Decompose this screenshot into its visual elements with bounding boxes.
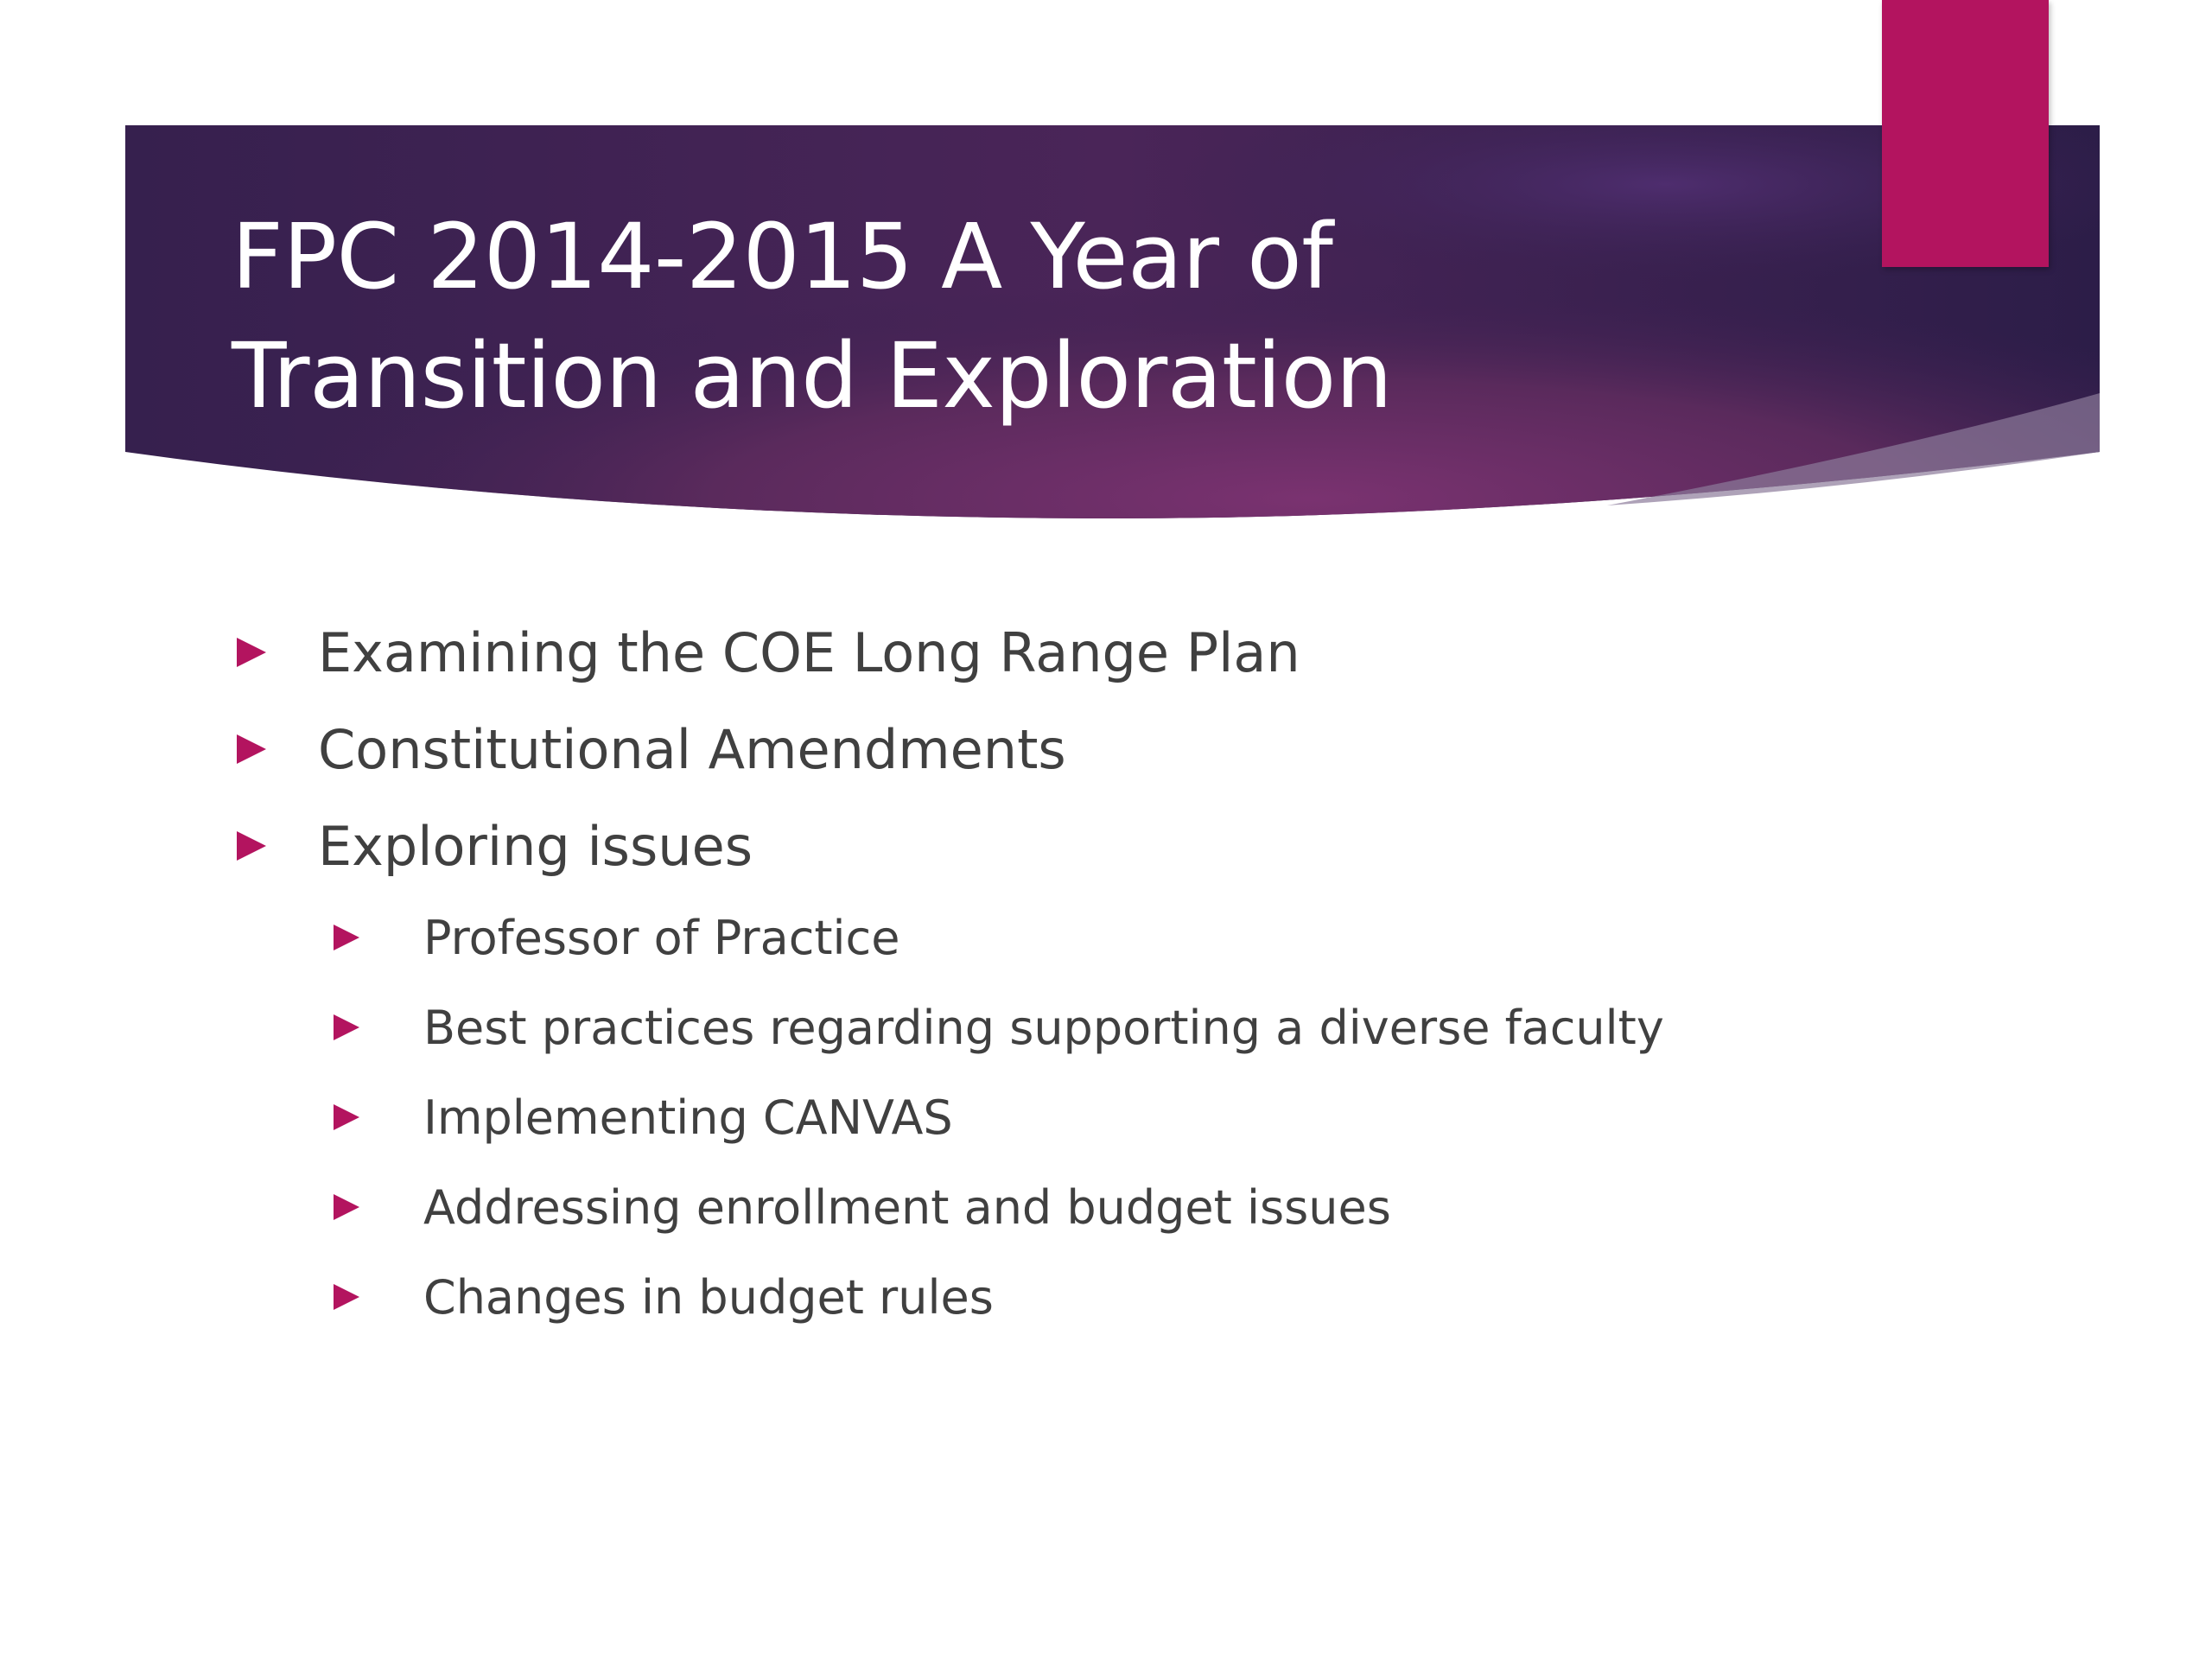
bullet-arrow-icon [237,734,266,764]
bullet-text: Exploring issues [318,814,753,878]
bullet-arrow-icon [334,1284,359,1310]
bullet-text: Changes in budget rules [423,1269,994,1325]
bullet-text: Constitutional Amendments [318,717,1066,781]
bullet-text: Addressing enrollment and budget issues [423,1179,1391,1235]
sub-bullet-item: Changes in budget rules [334,1262,994,1332]
bullet-arrow-icon [334,925,359,950]
bullet-item: Exploring issues [237,807,753,885]
title-banner [125,125,2100,518]
bullet-arrow-icon [334,1014,359,1040]
bullet-item: Constitutional Amendments [237,710,1066,788]
sub-bullet-item: Professor of Practice [334,903,899,972]
bullet-text: Professor of Practice [423,910,900,965]
bullet-arrow-icon [237,831,266,861]
sub-bullet-item: Implementing CANVAS [334,1083,953,1152]
bullet-arrow-icon [334,1104,359,1130]
banner-swoosh [1607,393,2100,505]
bullet-text: Best practices regarding supporting a di… [423,1000,1664,1055]
bullet-text: Implementing CANVAS [423,1090,953,1145]
bullet-arrow-icon [334,1194,359,1220]
slide-title: FPC 2014-2015 A Year of Transition and Ex… [232,204,1393,429]
bullet-item: Examining the COE Long Range Plan [237,613,1300,691]
sub-bullet-item: Addressing enrollment and budget issues [334,1173,1391,1242]
bullet-text: Examining the COE Long Range Plan [318,620,1300,684]
sub-bullet-item: Best practices regarding supporting a di… [334,993,1664,1062]
accent-tab [1882,0,2049,267]
bullet-arrow-icon [237,638,266,667]
